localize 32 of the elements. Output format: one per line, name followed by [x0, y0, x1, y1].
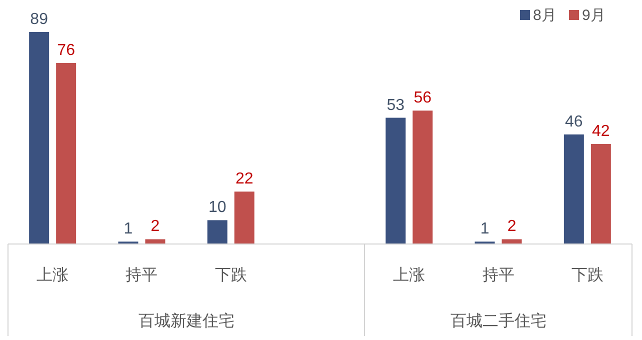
legend-label: 8月 — [533, 7, 556, 24]
legend-label: 9月 — [582, 7, 606, 24]
bar — [145, 239, 166, 244]
x-tick-label: 持平 — [482, 266, 514, 284]
data-label: 42 — [592, 122, 610, 140]
data-label: 46 — [565, 113, 583, 130]
data-label: 1 — [124, 220, 133, 238]
bar — [502, 239, 522, 244]
data-label: 10 — [208, 199, 226, 216]
data-label: 22 — [235, 170, 254, 188]
data-label: 2 — [150, 218, 160, 236]
bar — [234, 192, 254, 244]
data-label: 1 — [480, 220, 490, 238]
bar — [29, 32, 50, 244]
bar — [56, 62, 76, 244]
bar — [386, 118, 406, 244]
data-label: 53 — [386, 96, 405, 114]
text: 百城新建住宅 — [138, 312, 234, 330]
x-tick-label: 下跌 — [571, 267, 604, 284]
data-label: 56 — [414, 90, 432, 107]
data-label: 76 — [57, 42, 76, 59]
bar — [412, 110, 433, 244]
data-label: 2 — [507, 218, 516, 236]
bar — [590, 144, 611, 244]
data-label: 89 — [30, 11, 48, 28]
x-tick-label: 下跌 — [214, 267, 247, 284]
x-tick-label: 持平 — [126, 266, 158, 284]
x-tick-label: 上涨 — [36, 266, 69, 284]
text: 百城二手住宅 — [450, 312, 546, 330]
bar — [207, 220, 228, 244]
bar — [564, 134, 584, 244]
x-tick-label: 上涨 — [393, 266, 426, 284]
